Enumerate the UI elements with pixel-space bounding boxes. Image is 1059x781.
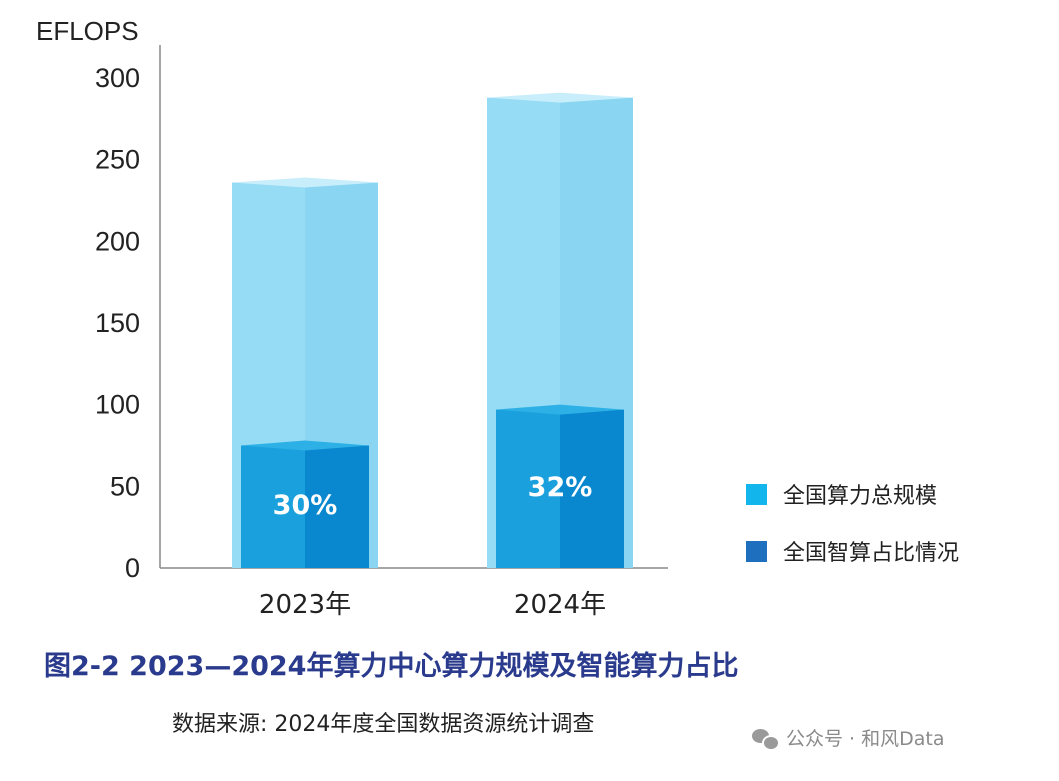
x-axis-labels: 2023年 2024年 (259, 590, 606, 620)
y-tick-label: 300 (95, 63, 140, 93)
y-tick-label: 250 (95, 145, 140, 175)
y-tick-label: 100 (95, 390, 140, 420)
bar-data-label: 32% (528, 472, 593, 503)
y-tick-label: 200 (95, 226, 140, 256)
bar-ai-right-face (305, 445, 369, 568)
watermark: 公众号 · 和风Data (752, 724, 945, 751)
legend-label: 全国智算占比情况 (783, 541, 959, 566)
legend-swatch (746, 541, 767, 562)
y-tick-label: 50 (110, 471, 140, 501)
bars-group: 30% 32% (232, 92, 633, 569)
watermark-text: 公众号 · 和风Data (786, 728, 945, 750)
bar-ai-top (496, 404, 624, 415)
bar-total-top (487, 92, 633, 103)
y-tick-label: 0 (125, 553, 140, 583)
legend-label: 全国算力总规模 (783, 484, 937, 509)
wechat-icon (752, 727, 780, 751)
bar-data-label: 30% (273, 490, 338, 521)
y-axis-unit: EFLOPS (36, 16, 139, 46)
legend-swatch (746, 484, 767, 505)
bar-ai-left-face (496, 409, 560, 568)
bar-ai-left-face (241, 445, 305, 568)
bar-ai-right-face (560, 409, 624, 568)
bar-ai-top (241, 440, 369, 451)
bar-total-top (232, 177, 378, 188)
y-tick-label: 150 (95, 308, 140, 338)
figure-caption: 图2-2 2023—2024年算力中心算力规模及智能算力占比 (44, 651, 739, 682)
data-source-note: 数据来源: 2024年度全国数据资源统计调查 (172, 712, 595, 737)
x-tick-label: 2024年 (514, 590, 606, 620)
y-axis-ticks: 0 50 100 150 200 250 300 (95, 63, 140, 583)
x-tick-label: 2023年 (259, 590, 351, 620)
